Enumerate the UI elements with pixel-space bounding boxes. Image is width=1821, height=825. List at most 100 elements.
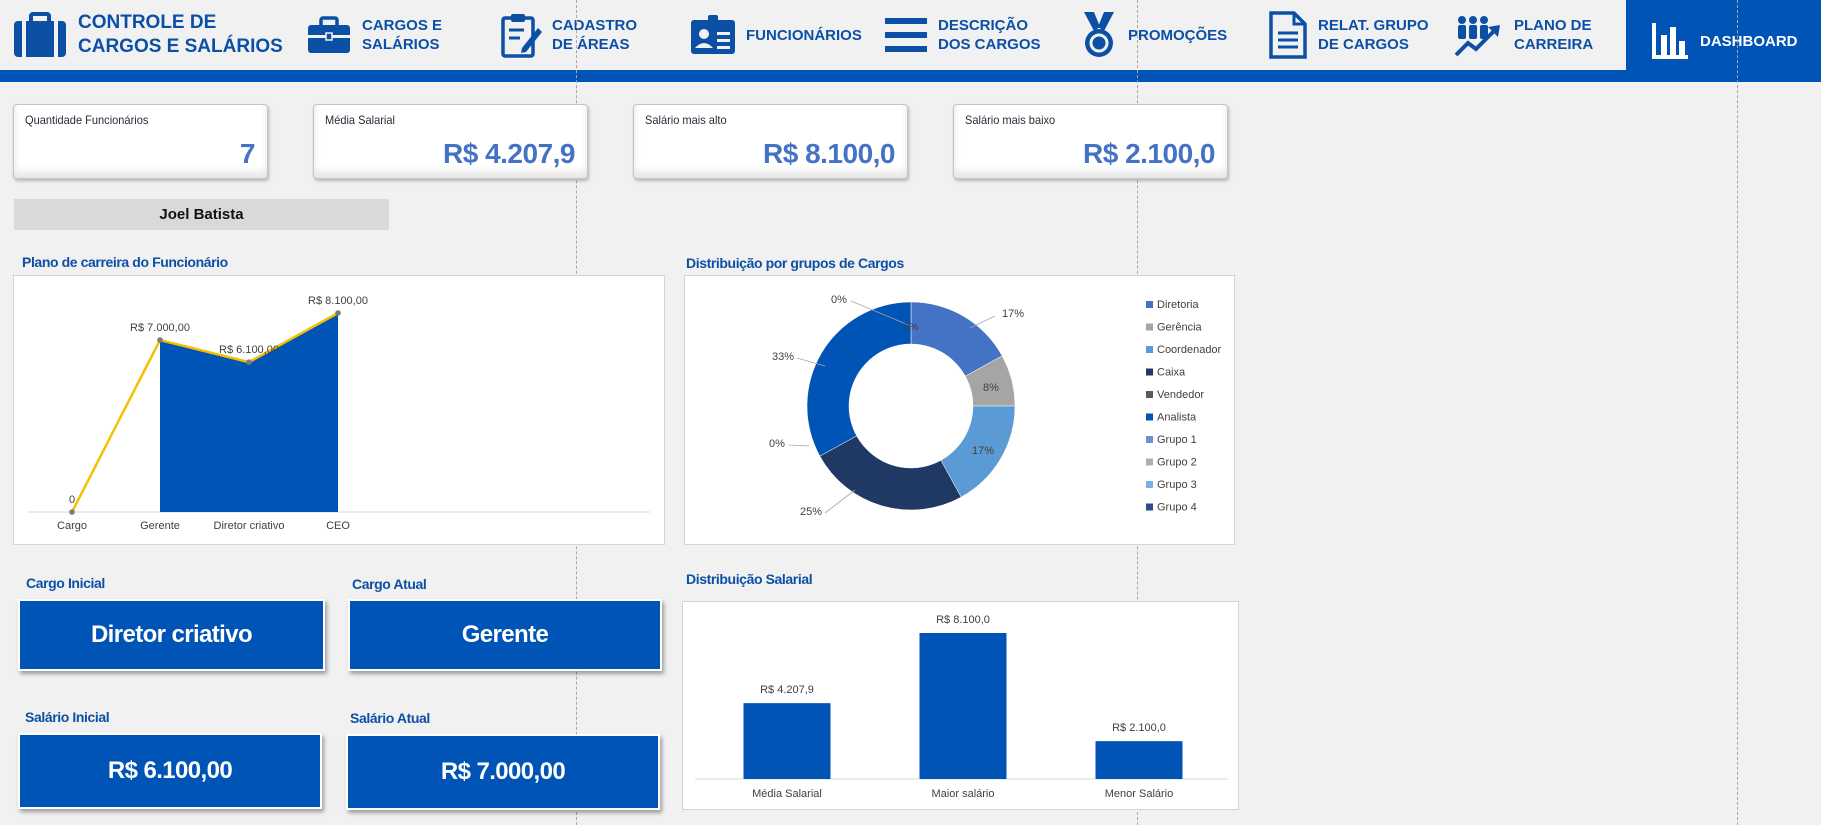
leader-line bbox=[969, 315, 996, 329]
kpi-title: Quantidade Funcionários bbox=[25, 113, 149, 127]
kpi-value: R$ 4.207,9 bbox=[443, 138, 576, 169]
nav-label: CARGOS E SALÁRIOS bbox=[362, 17, 443, 53]
x-tick-label: Maior salário bbox=[932, 788, 995, 800]
career-line-series bbox=[70, 311, 339, 513]
clipboard-edit-icon bbox=[501, 14, 542, 58]
nav-label: CADASTRO DE ÁREAS bbox=[552, 17, 637, 53]
legend-label: Analista bbox=[1157, 412, 1197, 424]
slice-data-label: 0% bbox=[769, 438, 785, 450]
medal-icon bbox=[1084, 12, 1114, 57]
legend-label: Grupo 3 bbox=[1157, 479, 1197, 491]
legend-label: Grupo 2 bbox=[1157, 457, 1197, 469]
people-growth-icon bbox=[1454, 16, 1500, 57]
career-plan-chart-svg: 0 Cargo R$ 7.000,00 Gerente R$ 6.100,00 Diret… bbox=[28, 295, 650, 532]
kpi-value: R$ 8.100,0 bbox=[763, 138, 896, 169]
salary-bar bbox=[1095, 741, 1183, 779]
x-tick-label: CEO bbox=[326, 520, 350, 532]
salary-distribution-title: Distribuição Salarial bbox=[686, 571, 813, 587]
nav-item-relat-grupo-cargos[interactable]: RELAT. GRUPO DE CARGOS bbox=[1268, 0, 1429, 70]
legend-label: Vendedor bbox=[1157, 389, 1204, 401]
nav-item-promocoes[interactable]: PROMOÇÕES bbox=[1080, 0, 1227, 70]
slice-data-label: 0% bbox=[831, 294, 847, 306]
group-distribution-title: Distribuição por grupos de Cargos bbox=[686, 255, 904, 271]
kpi-title: Média Salarial bbox=[325, 113, 395, 127]
header-divider bbox=[0, 70, 1821, 82]
initial-role-box: Diretor criativo bbox=[18, 599, 325, 671]
initial-salary-title: Salário Inicial bbox=[25, 709, 110, 725]
slice-data-label: 0% bbox=[904, 322, 919, 333]
nav-item-cargos-salarios[interactable]: CARGOS E SALÁRIOS bbox=[306, 0, 442, 70]
x-tick-label: Média Salarial bbox=[752, 788, 822, 800]
leader-line bbox=[788, 444, 810, 447]
data-point bbox=[246, 359, 252, 365]
nav-label: RELAT. GRUPO DE CARGOS bbox=[1318, 17, 1429, 53]
kpi-card-highest-salary: Salário mais alto R$ 8.100,0 bbox=[633, 104, 908, 179]
kpi-title: Salário mais alto bbox=[645, 113, 727, 127]
data-point bbox=[69, 509, 75, 515]
group-distribution-chart-svg: 17% 8% 17% 25% 0% 33% 0% 0% Diretoria Gerência Coo… bbox=[769, 294, 1222, 518]
donut-slice-analista bbox=[806, 301, 912, 457]
legend-swatch bbox=[1146, 458, 1153, 466]
list-icon bbox=[885, 18, 927, 52]
x-tick-label: Menor Salário bbox=[1105, 788, 1173, 800]
legend-swatch bbox=[1146, 301, 1153, 308]
nav-item-controle-cargos-salarios[interactable]: CONTROLE DE CARGOS E SALÁRIOS bbox=[12, 0, 283, 70]
kpi-card-lowest-salary: Salário mais baixo R$ 2.100,0 bbox=[953, 104, 1228, 179]
career-plan-chart: 0 Cargo R$ 7.000,00 Gerente R$ 6.100,00 Diret… bbox=[13, 275, 665, 545]
kpi-title: Salário mais baixo bbox=[965, 113, 1056, 127]
initial-salary-box: R$ 6.100,00 bbox=[18, 733, 322, 809]
legend-label: Grupo 1 bbox=[1157, 434, 1197, 446]
initial-role-title: Cargo Inicial bbox=[26, 575, 105, 591]
nav-label: DASHBOARD bbox=[1700, 32, 1798, 50]
x-tick-label: Cargo bbox=[57, 520, 87, 532]
legend-label: Diretoria bbox=[1157, 299, 1199, 311]
salary-bar bbox=[919, 633, 1007, 779]
current-role-title: Cargo Atual bbox=[352, 576, 427, 592]
legend-swatch bbox=[1146, 503, 1153, 511]
leader-line bbox=[850, 300, 912, 327]
id-card-icon bbox=[691, 15, 735, 54]
data-point bbox=[335, 310, 341, 316]
legend-label: Coordenador bbox=[1157, 344, 1222, 356]
nav-item-cadastro-areas[interactable]: CADASTRO DE ÁREAS bbox=[500, 0, 637, 70]
x-tick-label: Diretor criativo bbox=[214, 520, 285, 532]
bar-data-label: R$ 4.207,9 bbox=[760, 684, 814, 696]
data-label: R$ 6.100,00 bbox=[219, 344, 279, 356]
career-plan-title: Plano de carreira do Funcionário bbox=[22, 254, 228, 270]
kpi-card-employee-count: Quantidade Funcionários 7 bbox=[13, 104, 268, 179]
legend-swatch bbox=[1146, 368, 1153, 376]
nav-label: PROMOÇÕES bbox=[1128, 26, 1228, 44]
nav-label: DESCRIÇÃO DOS CARGOS bbox=[938, 17, 1041, 53]
legend-swatch bbox=[1146, 436, 1153, 443]
data-point bbox=[157, 337, 163, 343]
donut-slice-caixa bbox=[819, 435, 962, 511]
nav-item-dashboard[interactable]: DASHBOARD bbox=[1626, 0, 1821, 82]
current-salary-box: R$ 7.000,00 bbox=[346, 734, 660, 810]
page-break-line bbox=[1737, 0, 1738, 825]
legend-swatch bbox=[1146, 413, 1153, 421]
salary-distribution-chart: R$ 4.207,9 Média Salarial R$ 8.100,0 Maior … bbox=[682, 601, 1239, 810]
leader-line bbox=[824, 489, 856, 514]
salary-distribution-chart-svg: R$ 4.207,9 Média Salarial R$ 8.100,0 Maior … bbox=[695, 614, 1228, 800]
leader-line bbox=[796, 357, 826, 367]
salary-bar bbox=[743, 703, 831, 779]
legend-swatch bbox=[1146, 323, 1153, 331]
kpi-value: R$ 2.100,0 bbox=[1083, 138, 1216, 169]
slice-data-label: 8% bbox=[983, 382, 999, 394]
data-label: R$ 7.000,00 bbox=[130, 322, 190, 334]
employee-selector[interactable]: Joel Batista bbox=[14, 199, 389, 230]
legend-swatch bbox=[1146, 481, 1153, 488]
nav-item-funcionarios[interactable]: FUNCIONÁRIOS bbox=[690, 0, 862, 70]
nav-label: PLANO DE CARREIRA bbox=[1514, 17, 1594, 53]
nav-item-descricao-cargos[interactable]: DESCRIÇÃO DOS CARGOS bbox=[884, 0, 1041, 70]
kpi-card-average-salary: Média Salarial R$ 4.207,9 bbox=[313, 104, 588, 179]
x-tick-label: Gerente bbox=[140, 520, 180, 532]
briefcase-icon bbox=[308, 16, 350, 53]
slice-data-label: 17% bbox=[1002, 308, 1024, 320]
bar-data-label: R$ 2.100,0 bbox=[1112, 722, 1166, 734]
data-label: R$ 8.100,00 bbox=[308, 295, 368, 307]
legend-label: Grupo 4 bbox=[1157, 502, 1197, 514]
legend-label: Gerência bbox=[1157, 322, 1203, 334]
nav-item-plano-carreira[interactable]: PLANO DE CARREIRA bbox=[1454, 0, 1593, 70]
group-distribution-chart: 17% 8% 17% 25% 0% 33% 0% 0% Diretoria Gerência Coo… bbox=[684, 275, 1235, 545]
